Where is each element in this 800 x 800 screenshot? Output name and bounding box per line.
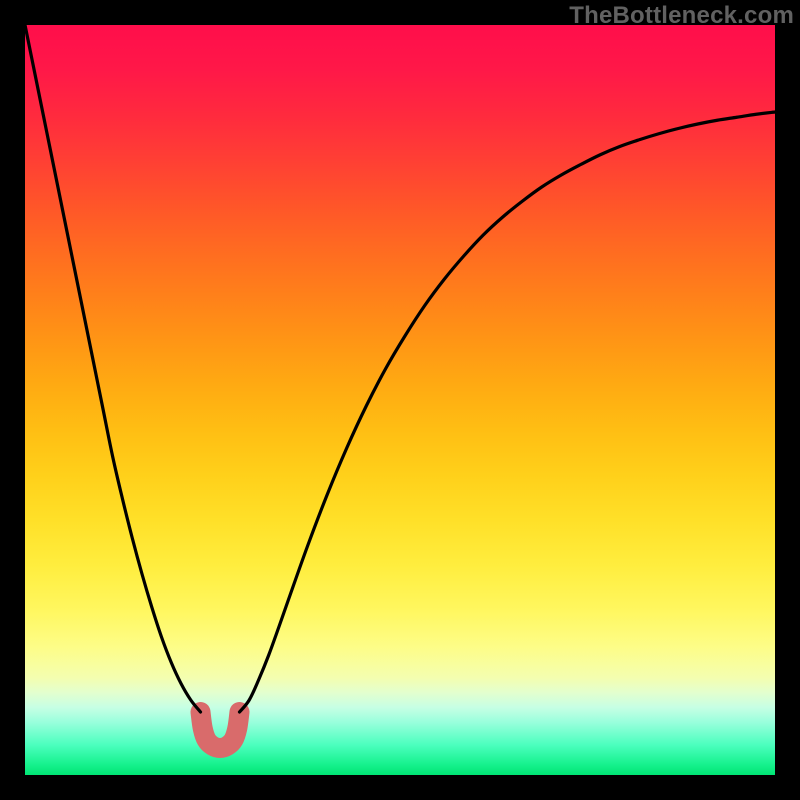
chart-stage: TheBottleneck.com — [0, 0, 800, 800]
curve-layer — [25, 25, 775, 775]
curve-right-branch — [240, 112, 776, 712]
plot-frame — [25, 25, 775, 775]
valley-u-marker — [201, 712, 240, 748]
curve-left-branch — [25, 25, 201, 712]
watermark-text: TheBottleneck.com — [569, 2, 794, 30]
